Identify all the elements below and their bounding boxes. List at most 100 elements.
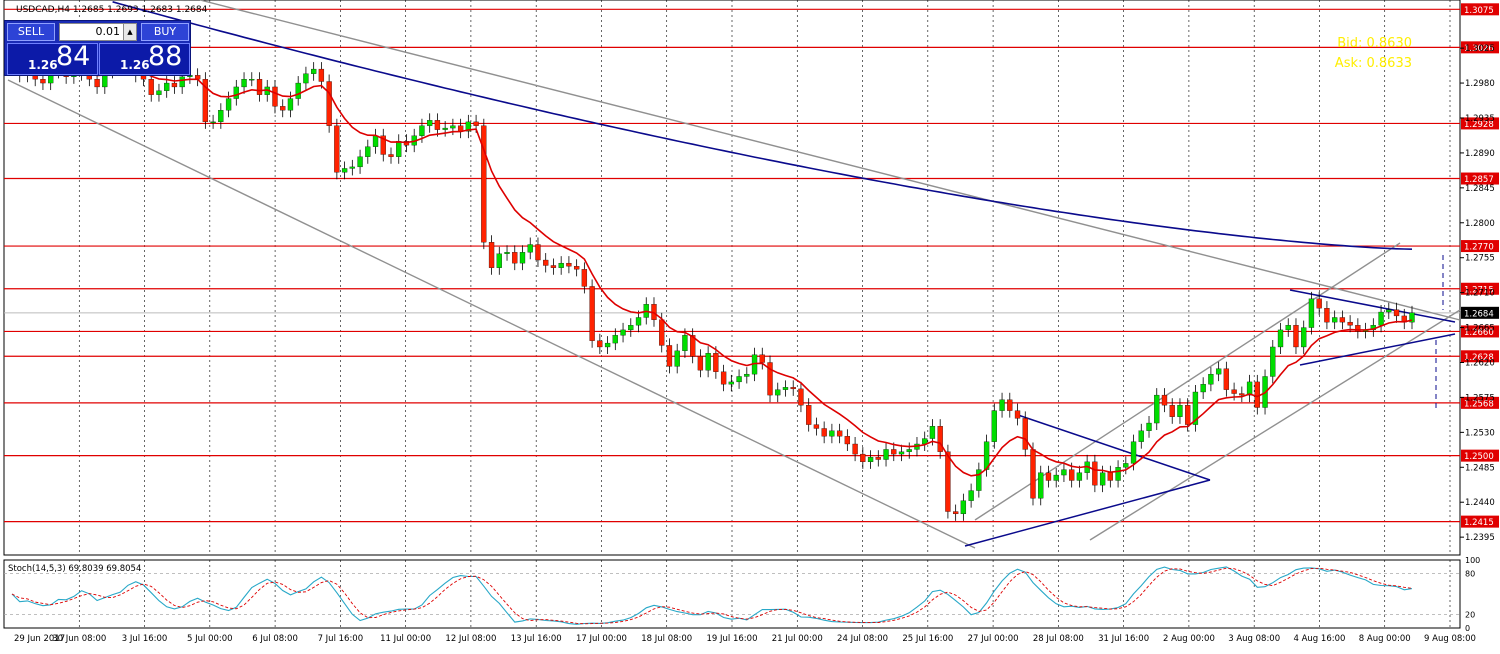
candle-body xyxy=(1076,472,1083,481)
candle-body xyxy=(1355,325,1361,332)
grid xyxy=(3,0,1461,629)
candle-body xyxy=(179,76,185,88)
level-price-label: 1.2857 xyxy=(1464,175,1494,185)
lot-increase-button[interactable]: ▲ xyxy=(123,23,137,41)
candle-body xyxy=(287,98,294,111)
buy-quote-small: 1.26 xyxy=(120,58,150,72)
candle-body xyxy=(976,469,982,491)
stoch-main-line xyxy=(11,566,1413,625)
candle-body xyxy=(380,135,386,155)
candle-body xyxy=(991,410,997,442)
candle-body xyxy=(558,262,564,268)
triangle2-upper-line xyxy=(1289,289,1456,323)
level-price-tag xyxy=(1461,396,1499,409)
sell-quote-big: 84 xyxy=(56,41,91,72)
candle-body xyxy=(465,121,472,132)
candle-body xyxy=(318,68,325,82)
candle-body xyxy=(659,319,665,346)
candle-body xyxy=(419,125,425,136)
candle-body xyxy=(1223,368,1230,390)
level-price-tag xyxy=(1461,172,1499,185)
candle-body xyxy=(860,453,866,463)
candle-body xyxy=(496,253,502,268)
candle-body xyxy=(365,146,371,157)
candle-body xyxy=(156,90,162,95)
candle-body xyxy=(573,266,580,270)
buy-quote[interactable]: 1.26 88 xyxy=(99,41,190,75)
x-tick-label: 18 Jul 08:00 xyxy=(641,634,692,644)
ask-label: Ask: 0.8633 xyxy=(1335,56,1412,71)
x-tick-label: 21 Jul 00:00 xyxy=(772,634,823,644)
candle-body xyxy=(1061,469,1067,476)
candle-body xyxy=(1099,472,1106,486)
x-tick-label: 17 Jul 00:00 xyxy=(576,634,627,644)
candle-body xyxy=(937,425,943,452)
buy-button[interactable]: BUY xyxy=(141,23,189,41)
current-price-tag xyxy=(1461,306,1499,319)
candle-body xyxy=(929,425,936,439)
level-price-label: 1.2500 xyxy=(1464,452,1494,462)
candle-body xyxy=(450,125,456,129)
candle-body xyxy=(434,120,441,130)
candle-body xyxy=(241,79,247,88)
candle-body xyxy=(906,449,912,452)
x-tick-label: 3 Aug 08:00 xyxy=(1228,634,1280,644)
candle-body xyxy=(1045,472,1052,481)
candle-body xyxy=(736,376,742,383)
candle-body xyxy=(1014,410,1021,419)
candle-body xyxy=(1254,381,1260,408)
candle-body xyxy=(620,329,626,336)
level-price-label: 1.2415 xyxy=(1464,518,1494,528)
channel-lower-line xyxy=(7,79,976,549)
x-tick-label: 19 Jul 16:00 xyxy=(707,634,758,644)
candle-body xyxy=(875,457,881,460)
candle-body xyxy=(504,252,510,254)
candle-body xyxy=(473,121,479,126)
candle-body xyxy=(713,353,719,372)
candle-body xyxy=(597,340,603,348)
candle-body xyxy=(164,82,170,91)
level-price-tag xyxy=(1461,117,1499,130)
candle-body xyxy=(612,335,618,344)
stoch-tick-label: 0 xyxy=(1465,624,1470,633)
candle-body xyxy=(388,154,394,157)
x-tick-label: 12 Jul 08:00 xyxy=(445,634,496,644)
candle-body xyxy=(1316,298,1322,309)
stoch-tick-label: 100 xyxy=(1465,556,1480,565)
candle-body xyxy=(295,82,301,99)
candle-body xyxy=(782,387,789,390)
sell-quote[interactable]: 1.26 84 xyxy=(7,41,98,75)
x-tick-label: 25 Jul 16:00 xyxy=(902,634,953,644)
sell-button[interactable]: SELL xyxy=(7,23,55,41)
y-tick-label: 1.2440 xyxy=(1465,498,1495,508)
y-tick-label: 1.2980 xyxy=(1465,79,1495,89)
level-price-tag xyxy=(1461,325,1499,338)
candle-body xyxy=(1285,325,1291,331)
candle-body xyxy=(1339,317,1346,323)
candle-body xyxy=(457,125,464,132)
candle-body xyxy=(303,73,309,84)
lot-size-input[interactable]: 0.01 xyxy=(59,23,137,41)
candle-body xyxy=(1161,394,1168,406)
moving-averages xyxy=(11,1,1413,477)
candle-body xyxy=(581,269,588,287)
candle-body xyxy=(442,127,448,130)
x-tick-label: 6 Jul 08:00 xyxy=(252,634,298,644)
candle-body xyxy=(1154,394,1160,424)
x-tick-label: 2 Aug 00:00 xyxy=(1163,634,1215,644)
level-price-label: 1.3075 xyxy=(1464,6,1494,16)
candle-body xyxy=(543,259,549,266)
level-price-label: 1.2660 xyxy=(1464,328,1494,338)
candle-body xyxy=(1332,317,1338,323)
y-tick-label: 1.2755 xyxy=(1465,254,1495,264)
candle-body xyxy=(218,110,224,123)
channel-upper-line xyxy=(199,0,1461,321)
candle-body xyxy=(1192,391,1199,425)
candle-body xyxy=(1208,373,1214,385)
candle-body xyxy=(829,430,835,437)
candle-body xyxy=(1239,393,1245,396)
candle-body xyxy=(821,428,827,437)
